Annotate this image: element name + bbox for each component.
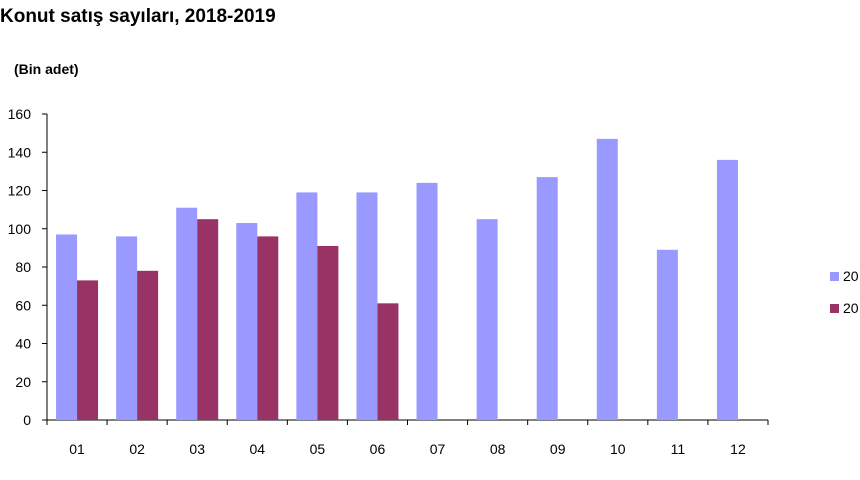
x-tick-label: 06 [370, 441, 386, 457]
bar-series-1-05 [296, 192, 318, 420]
y-tick-label: 0 [23, 412, 31, 428]
bar-series-2-02 [137, 270, 159, 420]
bars [56, 138, 738, 421]
bar-series-1-08 [476, 219, 498, 420]
bar-series-1-07 [416, 182, 438, 420]
x-axis: 01 02 03 04 05 06 07 08 09 10 11 12 [46, 419, 769, 457]
y-axis: 0 20 40 60 80 100 120 140 160 [8, 106, 48, 428]
unit-label: (Bin adet) [14, 61, 79, 77]
bar-series-1-02 [116, 236, 138, 420]
bar-series-1-01 [56, 234, 78, 420]
x-tick-label: 03 [189, 441, 205, 457]
legend-swatch-series-2 [830, 304, 839, 313]
y-tick-label: 20 [15, 374, 31, 390]
chart-title: Konut satış sayıları, 2018-2019 [0, 6, 276, 27]
x-tick-label: 12 [730, 441, 746, 457]
y-tick-label: 100 [8, 221, 32, 237]
bar-series-1-10 [596, 138, 618, 421]
x-tick-label: 11 [671, 441, 686, 457]
x-tick-label: 09 [550, 441, 566, 457]
bar-series-1-12 [716, 159, 738, 420]
legend-swatch-series-1 [830, 272, 839, 281]
x-tick-label: 10 [610, 441, 626, 457]
bar-series-1-06 [356, 192, 378, 420]
y-tick-label: 40 [15, 336, 31, 352]
y-tick-label: 80 [15, 259, 31, 275]
x-tick-label: 07 [430, 441, 446, 457]
bar-series-2-04 [257, 236, 279, 420]
bar-series-1-04 [236, 223, 258, 420]
legend-label-series-2: 20 [843, 300, 859, 316]
bar-series-2-03 [197, 219, 219, 420]
x-tick-label: 01 [69, 441, 85, 457]
x-tick-label: 05 [310, 441, 326, 457]
bar-series-2-01 [77, 280, 99, 420]
bar-series-1-11 [656, 249, 678, 420]
x-tick-label: 04 [250, 441, 266, 457]
x-tick-label: 02 [129, 441, 145, 457]
y-tick-label: 60 [15, 297, 31, 313]
bar-series-2-06 [377, 303, 399, 420]
legend-label-series-1: 20 [843, 268, 859, 284]
y-tick-label: 160 [8, 106, 32, 122]
bar-series-1-09 [536, 177, 558, 420]
bar-series-2-05 [317, 245, 339, 420]
bar-series-1-03 [176, 207, 198, 420]
x-tick-label: 08 [490, 441, 506, 457]
y-tick-label: 120 [8, 183, 32, 199]
y-tick-label: 140 [8, 144, 32, 160]
